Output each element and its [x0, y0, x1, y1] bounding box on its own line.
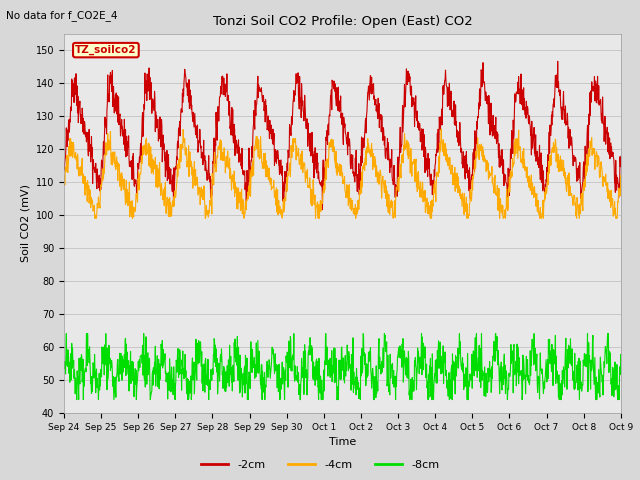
Legend: -2cm, -4cm, -8cm: -2cm, -4cm, -8cm [196, 456, 444, 474]
-4cm [154, 179, 161, 184]
Text: No data for f_CO2E_4: No data for f_CO2E_4 [6, 10, 118, 21]
Line: -4cm: -4cm [64, 129, 640, 218]
-4cm [91, 216, 99, 221]
-2cm [589, 84, 596, 89]
-2cm [60, 161, 68, 167]
-2cm [502, 172, 509, 178]
-4cm [589, 145, 596, 151]
Y-axis label: Soil CO2 (mV): Soil CO2 (mV) [20, 184, 30, 262]
-2cm [153, 125, 161, 131]
-8cm [73, 397, 81, 403]
-2cm [346, 144, 354, 149]
-8cm [63, 331, 70, 336]
Title: Tonzi Soil CO2 Profile: Open (East) CO2: Tonzi Soil CO2 Profile: Open (East) CO2 [212, 15, 472, 28]
-4cm [346, 198, 354, 204]
-8cm [502, 368, 509, 373]
-2cm [335, 102, 342, 108]
-2cm [319, 207, 326, 213]
Line: -2cm: -2cm [64, 61, 640, 210]
-8cm [335, 357, 343, 363]
X-axis label: Time: Time [329, 437, 356, 447]
-4cm [437, 126, 445, 132]
-2cm [554, 59, 561, 64]
-4cm [335, 169, 342, 175]
-8cm [60, 360, 68, 366]
-8cm [346, 362, 354, 368]
-4cm [502, 206, 509, 212]
-8cm [589, 333, 596, 338]
-4cm [60, 180, 68, 186]
Text: TZ_soilco2: TZ_soilco2 [75, 45, 136, 55]
Line: -8cm: -8cm [64, 334, 640, 400]
-8cm [154, 368, 161, 374]
